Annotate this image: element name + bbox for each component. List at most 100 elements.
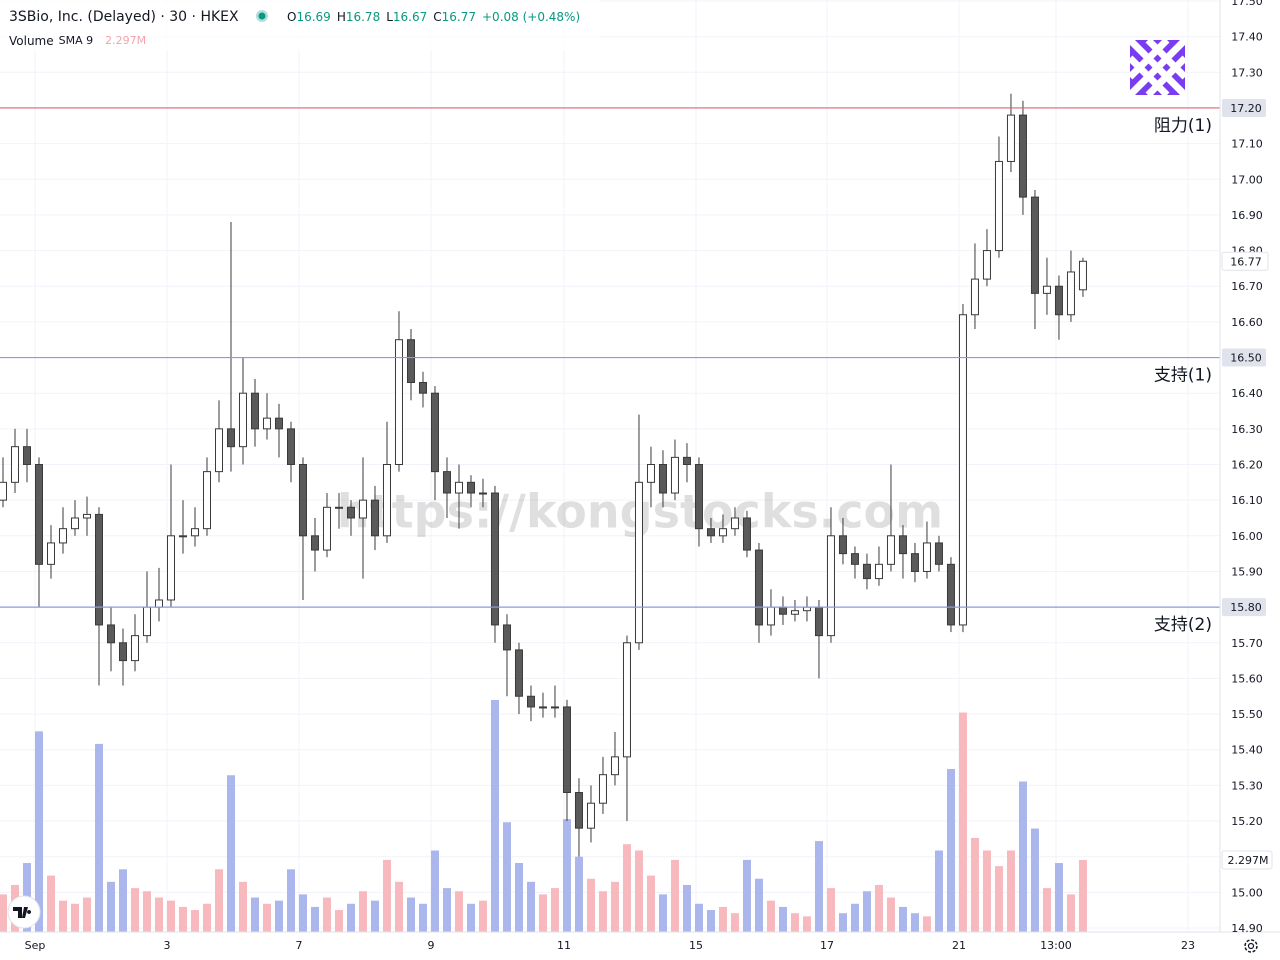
volume-bar: [910, 913, 919, 932]
volume-bar: [1018, 781, 1027, 932]
candle-body: [94, 513, 103, 626]
x-tick-label: 3: [164, 939, 171, 952]
volume-bar: [70, 903, 79, 932]
candle-body: [934, 542, 943, 565]
level-tag: 17.20: [1230, 102, 1262, 115]
candle-body: [46, 542, 55, 565]
ohlc-prefix: C: [433, 10, 441, 24]
volume-bar: [610, 881, 619, 932]
y-tick-label: 16.00: [1231, 530, 1263, 543]
volume-bar: [1030, 828, 1039, 932]
volume-bar: [802, 916, 811, 932]
candle-body: [1030, 196, 1039, 294]
y-tick-label: 17.50: [1231, 0, 1263, 8]
volume-bar: [598, 891, 607, 932]
y-tick-label: 16.20: [1231, 459, 1263, 472]
price-tag-bg: [1221, 251, 1269, 271]
volume-bar: [46, 875, 55, 932]
candle-body: [298, 464, 307, 537]
candle-body: [574, 792, 583, 829]
ohlc-value: 16.77: [442, 10, 476, 24]
ohlc-prefix: H: [337, 10, 346, 24]
y-tick-label: 17.40: [1231, 31, 1263, 44]
volume-tag-bg: [1221, 850, 1273, 870]
y-tick-label: 15.50: [1231, 708, 1263, 721]
price-tags: 17.20 16.50 15.80 16.77 2.297M: [1221, 98, 1273, 870]
candle-body: [130, 635, 139, 662]
candle-body: [514, 649, 523, 697]
y-tick-label: 15.00: [1231, 886, 1263, 899]
candle-body: [202, 471, 211, 530]
candle-body: [742, 517, 751, 551]
candle-body: [682, 456, 691, 466]
candle-body: [898, 535, 907, 555]
candle-body: [610, 756, 619, 776]
candle-body: [370, 499, 379, 537]
volume-bar: [586, 878, 595, 932]
volume-bar: [562, 819, 571, 932]
y-tick-label: 15.30: [1231, 779, 1263, 792]
volume-bar: [346, 903, 355, 932]
candle-body: [250, 392, 259, 430]
candle-body: [970, 278, 979, 316]
x-tick-label: 7: [296, 939, 303, 952]
volume-bar: [82, 897, 91, 932]
site-logo: [1127, 37, 1188, 98]
candle-body: [454, 481, 463, 494]
candle-body: [226, 428, 235, 448]
y-tick-label: 15.60: [1231, 672, 1263, 685]
candle-body: [478, 492, 487, 495]
candle-body: [922, 542, 931, 572]
volume-bar: [946, 768, 955, 932]
volume-bar: [982, 850, 991, 932]
candle-body: [466, 481, 475, 494]
candles: [0, 93, 1087, 857]
volume-bar: [862, 891, 871, 932]
candle-body: [886, 535, 895, 565]
candle-body: [622, 642, 631, 758]
candle-body: [550, 706, 559, 709]
volume-bar: [310, 906, 319, 932]
candle-body: [910, 553, 919, 572]
ohlc-legend: O16.69 H16.78 L16.67 C16.77 +0.08 (+0.48%): [287, 10, 580, 24]
y-tick-label: 17.00: [1231, 173, 1263, 186]
volume-bar: [418, 903, 427, 932]
candle-body: [406, 339, 415, 383]
candle-body: [70, 517, 79, 530]
volume-legend: Volume SMA 9 2.297M: [9, 34, 146, 48]
x-tick-label: 9: [428, 939, 435, 952]
tv-logo: [7, 895, 41, 929]
volume-bar: [742, 859, 751, 932]
x-tick-label: 15: [689, 939, 703, 952]
volume-bar: [322, 897, 331, 932]
candle-body: [1042, 285, 1051, 294]
candle-body: [430, 392, 439, 473]
candle-body: [10, 446, 19, 483]
volume-bar: [514, 863, 523, 932]
candle-body: [490, 492, 499, 626]
x-tick-label: 17: [820, 939, 834, 952]
candle-body: [382, 464, 391, 537]
volume-last: 2.297M: [105, 34, 146, 47]
level-name: 支持(1): [1154, 366, 1212, 386]
volume-bar: [898, 906, 907, 932]
candle-body: [286, 428, 295, 466]
candle-body: [706, 528, 715, 537]
y-tick-label: 14.90: [1231, 922, 1263, 935]
settings-icon[interactable]: [1244, 939, 1258, 953]
candle-body: [442, 471, 451, 494]
candle-body: [1066, 271, 1075, 316]
volume-bar: [202, 903, 211, 932]
volume-bar: [934, 850, 943, 932]
candle-body: [238, 392, 247, 448]
x-tick-label: 23: [1181, 939, 1195, 952]
candle-body: [730, 517, 739, 530]
candle-body: [982, 250, 991, 280]
candle-body: [1054, 285, 1063, 316]
volume-bar: [574, 856, 583, 932]
volume-bar: [874, 884, 883, 932]
candle-body: [598, 774, 607, 804]
volume-bar: [1042, 888, 1051, 932]
